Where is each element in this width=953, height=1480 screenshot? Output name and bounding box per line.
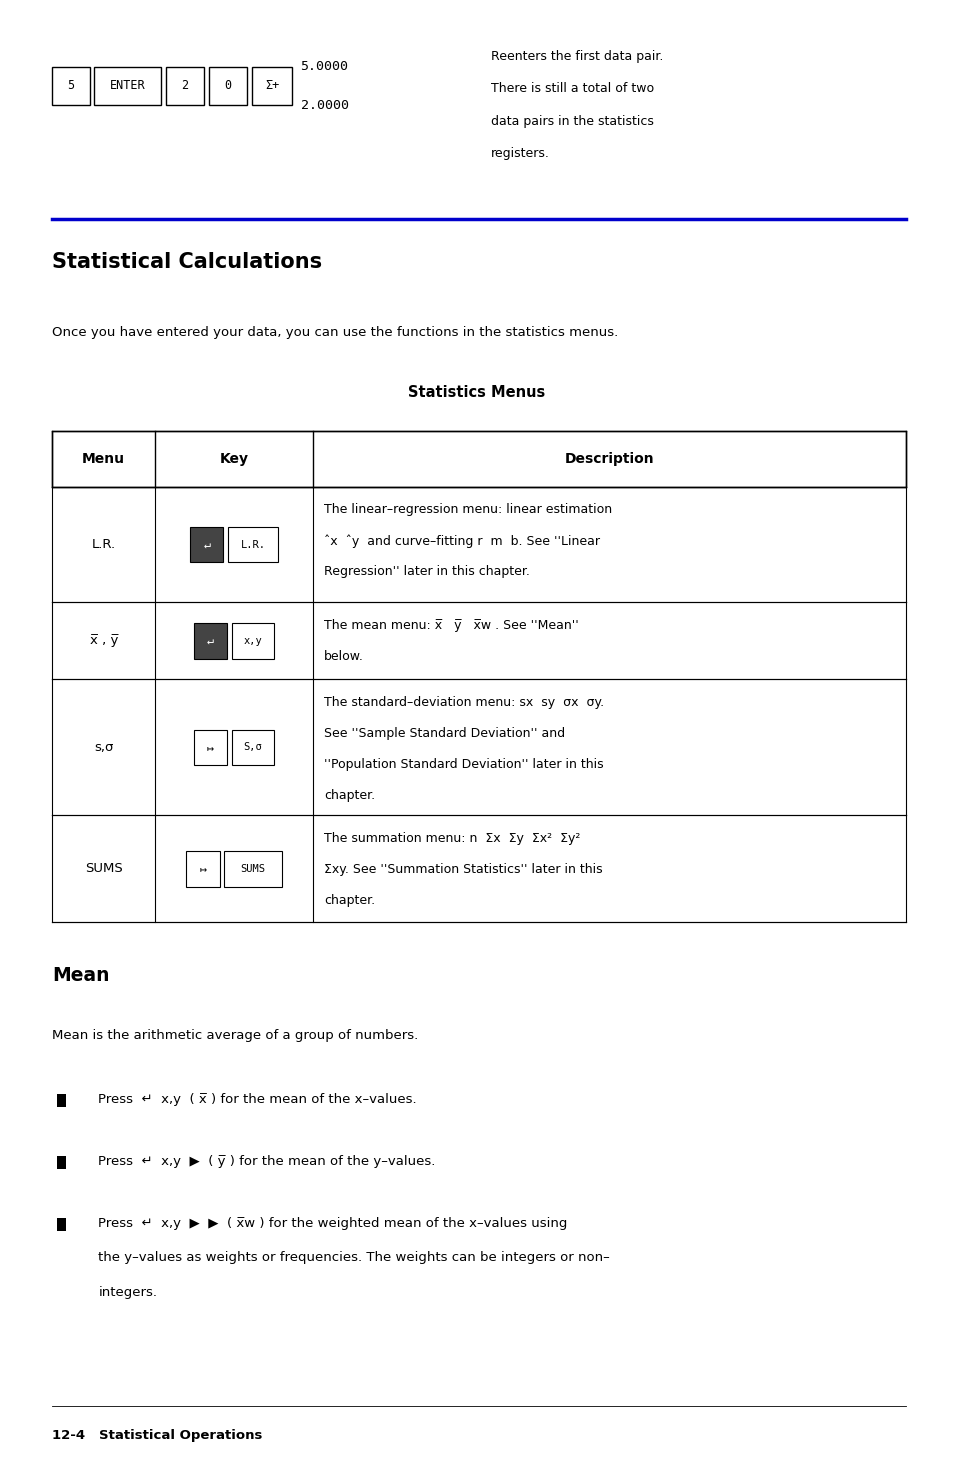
FancyBboxPatch shape: [232, 730, 274, 765]
Text: ''Population Standard Deviation'' later in this: ''Population Standard Deviation'' later …: [324, 758, 603, 771]
Text: chapter.: chapter.: [324, 789, 375, 802]
Text: 12-4   Statistical Operations: 12-4 Statistical Operations: [52, 1430, 263, 1442]
Text: Description: Description: [564, 451, 654, 466]
FancyBboxPatch shape: [232, 623, 274, 659]
Text: L.R.: L.R.: [91, 539, 115, 551]
Text: SUMS: SUMS: [240, 864, 265, 873]
Text: Press  ↵  x,y  ▶  ▶  ( x̅w ) for the weighted mean of the x–values using: Press ↵ x,y ▶ ▶ ( x̅w ) for the weighted…: [98, 1218, 567, 1230]
FancyBboxPatch shape: [193, 730, 227, 765]
Text: 5.0000: 5.0000: [300, 61, 348, 73]
Text: The linear–regression menu: linear estimation: The linear–regression menu: linear estim…: [324, 503, 612, 517]
Text: Press  ↵  x,y  ( x̅ ) for the mean of the x–values.: Press ↵ x,y ( x̅ ) for the mean of the x…: [98, 1094, 416, 1106]
Text: Mean is the arithmetic average of a group of numbers.: Mean is the arithmetic average of a grou…: [52, 1029, 418, 1042]
Text: x,y: x,y: [243, 636, 262, 645]
Text: Menu: Menu: [82, 451, 125, 466]
Text: There is still a total of two: There is still a total of two: [491, 83, 654, 95]
Text: The mean menu: x̅   y̅   x̅w . See ''Mean'': The mean menu: x̅ y̅ x̅w . See ''Mean'': [324, 619, 578, 632]
Text: Press  ↵  x,y  ▶  ( y̅ ) for the mean of the y–values.: Press ↵ x,y ▶ ( y̅ ) for the mean of the…: [98, 1156, 436, 1168]
FancyBboxPatch shape: [193, 623, 227, 659]
Text: 2: 2: [181, 80, 189, 92]
Text: ˆx  ˆy  and curve–fitting r  m  b. See ''Linear: ˆx ˆy and curve–fitting r m b. See ''Lin…: [324, 534, 599, 548]
FancyBboxPatch shape: [190, 527, 223, 562]
Bar: [57, 1156, 66, 1169]
Text: integers.: integers.: [98, 1286, 157, 1298]
Text: ↦: ↦: [207, 741, 213, 753]
Text: Statistics Menus: Statistics Menus: [408, 385, 545, 400]
Text: Reenters the first data pair.: Reenters the first data pair.: [491, 50, 663, 62]
Text: 5: 5: [67, 80, 74, 92]
Bar: [57, 1094, 66, 1107]
Text: See ''Sample Standard Deviation'' and: See ''Sample Standard Deviation'' and: [324, 727, 565, 740]
Text: Statistical Calculations: Statistical Calculations: [52, 252, 322, 272]
FancyBboxPatch shape: [186, 851, 219, 887]
FancyBboxPatch shape: [209, 67, 247, 105]
Text: L.R.: L.R.: [240, 540, 265, 549]
Text: data pairs in the statistics: data pairs in the statistics: [491, 115, 654, 127]
Bar: [57, 1218, 66, 1231]
Text: Key: Key: [219, 451, 248, 466]
Text: s,σ: s,σ: [94, 741, 113, 753]
Text: Once you have entered your data, you can use the functions in the statistics men: Once you have entered your data, you can…: [52, 326, 618, 339]
Text: Regression'' later in this chapter.: Regression'' later in this chapter.: [324, 565, 530, 579]
Text: the y–values as weights or frequencies. The weights can be integers or non–: the y–values as weights or frequencies. …: [98, 1252, 609, 1264]
Text: Mean: Mean: [52, 966, 110, 986]
Text: The summation menu: n  Σx  Σy  Σx²  Σy²: The summation menu: n Σx Σy Σx² Σy²: [324, 832, 580, 845]
FancyBboxPatch shape: [94, 67, 161, 105]
Text: ↵: ↵: [207, 635, 213, 647]
FancyBboxPatch shape: [252, 67, 292, 105]
FancyBboxPatch shape: [166, 67, 204, 105]
Text: The standard–deviation menu: sx  sy  σx  σy.: The standard–deviation menu: sx sy σx σy…: [324, 696, 604, 709]
Bar: [52, 431, 905, 487]
Text: SUMS: SUMS: [85, 863, 122, 875]
Text: Σ+: Σ+: [265, 80, 278, 92]
Text: chapter.: chapter.: [324, 894, 375, 907]
Text: S,σ: S,σ: [243, 743, 262, 752]
Text: below.: below.: [324, 650, 364, 663]
FancyBboxPatch shape: [228, 527, 277, 562]
Text: ↵: ↵: [203, 539, 210, 551]
Text: ↦: ↦: [199, 863, 206, 875]
FancyBboxPatch shape: [51, 67, 90, 105]
Text: Σxy. See ''Summation Statistics'' later in this: Σxy. See ''Summation Statistics'' later …: [324, 863, 602, 876]
FancyBboxPatch shape: [224, 851, 281, 887]
Text: 2.0000: 2.0000: [300, 99, 348, 111]
Text: registers.: registers.: [491, 148, 550, 160]
Text: 0: 0: [224, 80, 232, 92]
Text: ENTER: ENTER: [110, 80, 146, 92]
Text: x̅ , y̅: x̅ , y̅: [90, 635, 118, 647]
